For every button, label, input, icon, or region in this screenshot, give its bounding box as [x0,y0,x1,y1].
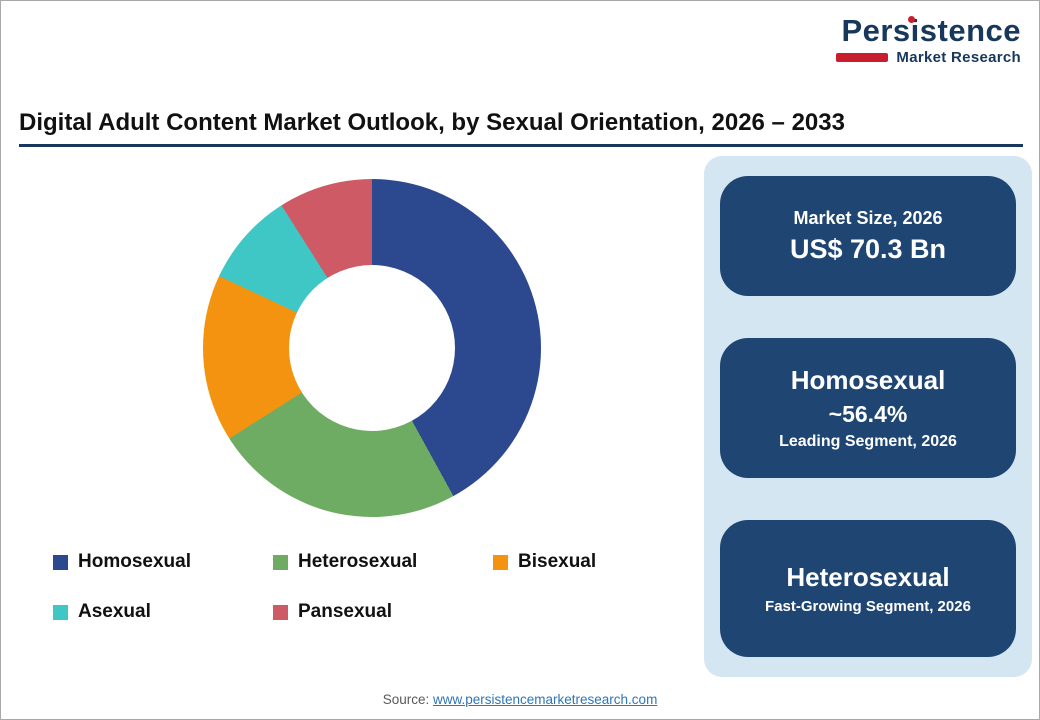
chart-legend: Homosexual Heterosexual Bisexual Asexual… [53,551,713,623]
card-fast-growing-segment: Heterosexual Fast-Growing Segment, 2026 [720,520,1016,657]
legend-swatch [53,554,68,570]
legend-swatch [273,604,288,620]
card-leading-segment: Homosexual ~56.4% Leading Segment, 2026 [720,338,1016,478]
legend-swatch [273,554,288,570]
logo-red-dot-icon [908,16,916,23]
logo-tagline-text: Market Research [896,49,1021,66]
legend-item-asexual: Asexual [53,601,273,623]
card-market-size: Market Size, 2026 US$ 70.3 Bn [720,176,1016,296]
card-fast-growing-subtitle: Fast-Growing Segment, 2026 [765,598,971,615]
source-link[interactable]: www.persistencemarketresearch.com [432,692,658,707]
legend-label: Bisexual [518,551,597,572]
donut-hole [289,265,455,431]
card-leading-segment-subtitle: Leading Segment, 2026 [779,433,957,450]
legend-label: Heterosexual [298,551,418,572]
legend-item-homosexual: Homosexual [53,551,273,573]
donut-chart [203,179,541,517]
legend-item-heterosexual: Heterosexual [273,551,493,573]
card-market-size-title: Market Size, 2026 [793,207,943,228]
card-leading-segment-title: Homosexual [790,365,946,395]
card-fast-growing-title: Heterosexual [786,562,950,592]
legend-label: Homosexual [78,551,191,572]
legend-row-1: Homosexual Heterosexual Bisexual [53,551,713,573]
legend-swatch [493,554,508,570]
source-label: Source: [382,692,430,707]
logo-red-bar-icon [836,53,889,62]
legend-row-2: Asexual Pansexual [53,601,713,623]
legend-swatch [53,604,68,620]
card-leading-segment-value: ~56.4% [828,401,908,427]
legend-item-pansexual: Pansexual [273,601,493,623]
logo-brand-text: Persistence [841,13,1021,48]
legend-label: Asexual [78,601,151,622]
source-line: Source: www.persistencemarketresearch.co… [1,692,1039,707]
card-market-size-value: US$ 70.3 Bn [789,233,947,264]
logo-tagline-row: Market Research [836,49,1021,66]
highlights-panel: Market Size, 2026 US$ 70.3 Bn Homosexual… [704,156,1032,677]
legend-item-bisexual: Bisexual [493,551,713,573]
legend-label: Pansexual [298,601,392,622]
page-title: Digital Adult Content Market Outlook, by… [19,109,845,136]
title-divider [19,144,1023,147]
company-logo: Persistence Market Research [836,15,1021,66]
logo-brand-wrap: Persistence [841,15,1021,46]
